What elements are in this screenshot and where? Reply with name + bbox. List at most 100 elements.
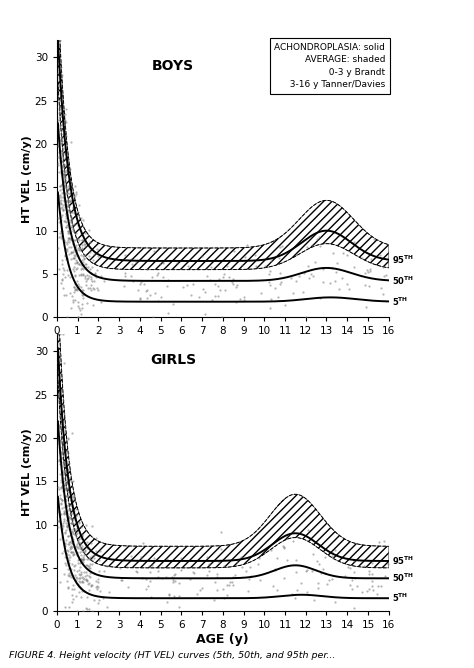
Point xyxy=(127,551,135,562)
Point xyxy=(61,199,69,210)
Point xyxy=(134,285,141,295)
Point xyxy=(61,172,69,182)
Point xyxy=(261,261,269,271)
Point xyxy=(365,583,373,594)
Point xyxy=(90,283,97,293)
Point xyxy=(370,234,377,244)
Point xyxy=(59,453,66,464)
Point xyxy=(62,250,69,261)
Point xyxy=(67,529,74,540)
Point xyxy=(67,217,75,228)
Point xyxy=(61,528,69,539)
Point xyxy=(81,239,88,250)
Point xyxy=(237,294,244,305)
Point xyxy=(146,561,153,572)
Point xyxy=(64,161,71,172)
Point xyxy=(74,210,82,220)
Point xyxy=(70,264,77,275)
Point xyxy=(59,466,67,477)
Point xyxy=(58,209,65,220)
Point xyxy=(57,393,65,404)
Point xyxy=(364,265,371,276)
Point xyxy=(61,148,69,159)
Point xyxy=(64,265,71,276)
Point xyxy=(57,146,65,156)
Point xyxy=(60,480,68,490)
X-axis label: AGE (y): AGE (y) xyxy=(196,633,249,646)
Point xyxy=(62,524,70,535)
Point xyxy=(63,458,70,468)
Point xyxy=(62,116,69,127)
Point xyxy=(72,210,80,221)
Point xyxy=(69,593,77,604)
Point xyxy=(61,200,69,210)
Point xyxy=(55,141,62,152)
Point xyxy=(59,259,66,269)
Point xyxy=(116,562,124,573)
Point xyxy=(72,541,80,552)
Point xyxy=(63,456,70,467)
Point xyxy=(56,459,64,470)
Point xyxy=(214,291,222,301)
Point xyxy=(67,254,75,265)
Point xyxy=(58,144,66,155)
Point xyxy=(74,301,82,311)
Point xyxy=(55,507,63,518)
Point xyxy=(63,520,70,530)
Point xyxy=(94,597,102,608)
Point xyxy=(67,196,75,206)
Point xyxy=(316,232,323,242)
Point xyxy=(358,587,366,598)
Point xyxy=(70,235,78,246)
Point xyxy=(137,277,145,287)
Point xyxy=(75,281,83,291)
Point xyxy=(79,214,87,225)
Point xyxy=(65,232,73,243)
Point xyxy=(136,294,144,305)
Point xyxy=(63,467,71,478)
Point xyxy=(73,281,81,292)
Point xyxy=(234,556,241,567)
Point xyxy=(59,443,66,454)
Point xyxy=(64,544,71,555)
Point xyxy=(66,530,73,541)
Point xyxy=(71,490,78,500)
Point xyxy=(213,569,221,580)
Point xyxy=(60,464,68,475)
Point xyxy=(68,542,75,553)
Point xyxy=(68,518,75,528)
Point xyxy=(62,484,69,494)
Point xyxy=(63,188,71,198)
Point xyxy=(56,469,64,480)
Point xyxy=(55,147,63,158)
Point xyxy=(319,263,327,274)
Point xyxy=(72,249,80,260)
Point xyxy=(77,521,85,532)
Point xyxy=(265,269,273,279)
Point xyxy=(62,250,69,261)
Point xyxy=(69,558,76,569)
Point xyxy=(92,575,100,586)
Point xyxy=(205,559,213,570)
Point xyxy=(61,108,69,119)
Point xyxy=(57,423,65,434)
Point xyxy=(91,268,99,279)
Point xyxy=(57,132,65,142)
Point xyxy=(62,104,69,114)
Point xyxy=(62,217,70,228)
Point xyxy=(277,277,285,287)
Point xyxy=(78,540,86,551)
Point xyxy=(59,168,66,179)
Point xyxy=(85,271,93,282)
Point xyxy=(63,549,71,560)
Point xyxy=(58,275,66,286)
Point xyxy=(56,492,64,503)
Point xyxy=(75,517,82,528)
Point xyxy=(216,284,224,295)
Point xyxy=(87,285,94,295)
Point xyxy=(198,251,206,262)
Point xyxy=(68,214,76,224)
Point xyxy=(62,518,70,528)
Point xyxy=(97,550,105,561)
Point xyxy=(66,472,74,482)
